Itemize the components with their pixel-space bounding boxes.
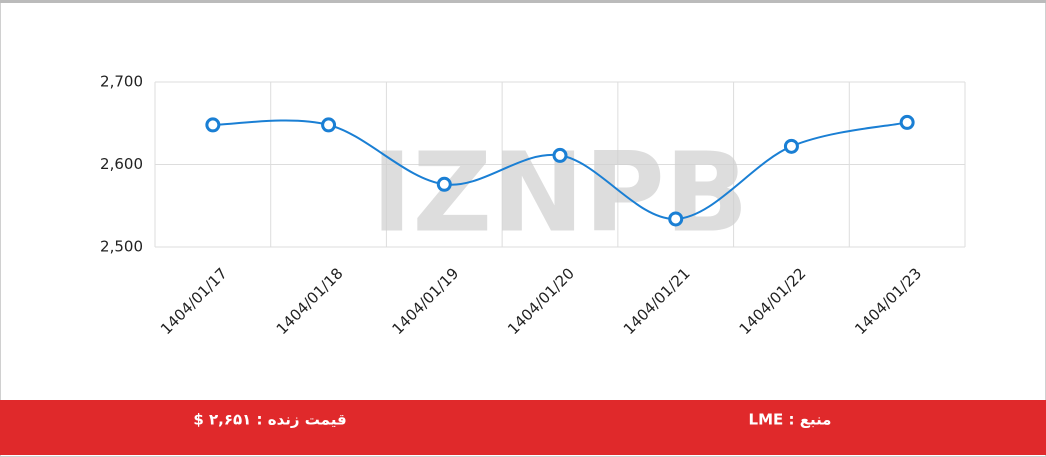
footer-bar bbox=[0, 400, 1046, 455]
top-edge bbox=[0, 0, 1046, 3]
point bbox=[205, 117, 221, 133]
point bbox=[668, 211, 684, 227]
point bbox=[552, 147, 568, 163]
point bbox=[436, 176, 452, 192]
footer-source: منبع : LME bbox=[749, 411, 832, 429]
y-tick-label: 2,500 bbox=[100, 238, 143, 256]
y-tick-label: 2,700 bbox=[100, 73, 143, 91]
footer-price: قیمت زنده : ۲,۶۵۱ $ bbox=[193, 411, 346, 429]
point bbox=[321, 117, 337, 133]
point bbox=[783, 138, 799, 154]
y-tick-label: 2,600 bbox=[100, 155, 143, 173]
watermark: IZNPB bbox=[371, 128, 748, 256]
point bbox=[899, 114, 915, 130]
